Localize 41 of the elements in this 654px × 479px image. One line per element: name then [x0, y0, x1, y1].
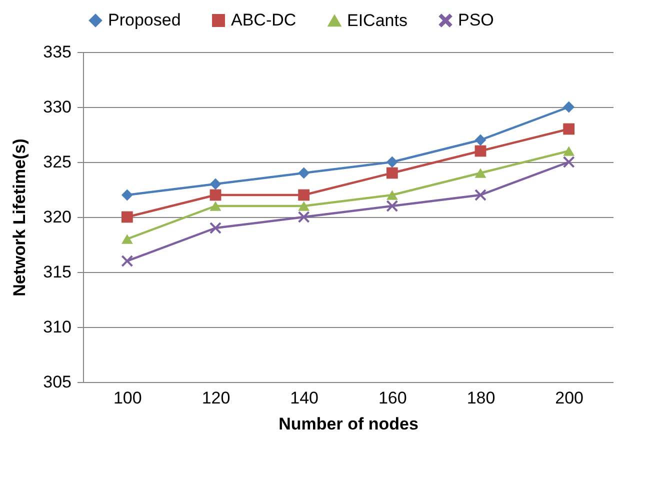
point: [298, 167, 310, 179]
point: [474, 145, 486, 157]
x-tick-label: 160: [378, 388, 407, 408]
x-tick-label: 200: [555, 388, 584, 408]
point: [121, 234, 133, 244]
point: [121, 255, 133, 267]
point: [298, 211, 310, 223]
y-tick-label: 320: [43, 208, 72, 226]
y-tick-label: 335: [43, 42, 72, 62]
point: [563, 146, 575, 156]
point: [563, 156, 575, 168]
legend-label: Proposed: [108, 10, 181, 30]
point: [121, 211, 133, 223]
y-axis-title: Network Lifetime(s): [10, 138, 30, 296]
legend-label: ABC-DC: [231, 10, 296, 30]
point: [563, 123, 575, 135]
point: [210, 189, 222, 201]
point: [474, 168, 486, 178]
point: [210, 178, 222, 190]
y-tick-label: 305: [43, 372, 72, 392]
point: [474, 134, 486, 146]
point: [386, 200, 398, 212]
point: [563, 101, 575, 113]
x-tick-label: 120: [202, 388, 230, 408]
x-axis-title: Number of nodes: [278, 414, 418, 434]
point: [298, 201, 310, 211]
y-tick-label: 330: [43, 98, 72, 116]
point: [210, 201, 222, 211]
x-tick-label: 100: [113, 388, 142, 408]
x-tick-label: 140: [290, 388, 319, 408]
legend-label: PSO: [458, 10, 494, 30]
point: [298, 189, 310, 201]
y-tick-label: 315: [43, 262, 72, 282]
legend-label: EICants: [347, 10, 408, 30]
y-tick-label: 325: [43, 152, 72, 172]
point: [121, 189, 133, 201]
y-tick-label: 310: [43, 318, 72, 336]
point: [386, 156, 398, 168]
point: [386, 190, 398, 200]
x-tick-label: 180: [466, 388, 496, 408]
point: [386, 167, 398, 179]
